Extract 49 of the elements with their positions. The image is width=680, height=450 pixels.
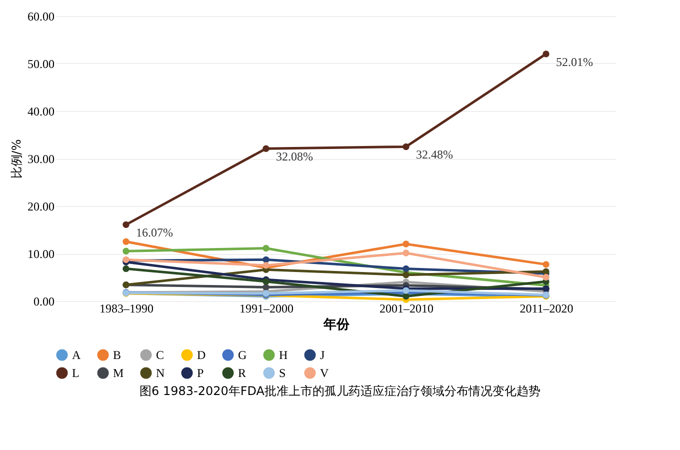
point: [542, 274, 550, 281]
data-label: 52.01%: [556, 54, 593, 69]
legend-label: A: [72, 348, 81, 362]
y-axis-title: 比例/%: [10, 139, 24, 179]
y-tick-label: 20.00: [28, 200, 54, 214]
legend-label: P: [197, 366, 204, 380]
legend-label: H: [279, 348, 288, 362]
x-tick-label: 2001–2010: [380, 302, 434, 316]
x-tick-label: 2011–2020: [520, 302, 574, 316]
point: [122, 248, 130, 254]
legend-label: M: [113, 366, 124, 380]
point: [402, 143, 410, 150]
point: [262, 262, 270, 269]
point: [542, 261, 550, 268]
x-tick-label: 1983–1990: [100, 302, 154, 316]
legend-label: C: [156, 348, 164, 362]
point: [262, 244, 270, 252]
point: [542, 50, 550, 58]
legend-label: D: [197, 348, 206, 362]
legend-label: S: [279, 366, 286, 380]
y-tick-label: 30.00: [28, 152, 54, 166]
point: [402, 272, 410, 278]
y-tick-label: 60.00: [28, 10, 54, 24]
legend-label: V: [320, 366, 329, 380]
point: [262, 256, 270, 264]
point: [402, 240, 410, 248]
point: [262, 145, 270, 152]
data-label: 32.48%: [416, 148, 453, 162]
caption: 图6 1983-2020年FDA批准上市的孤儿药适应症治疗领域分布情况变化趋势: [138, 383, 542, 400]
y-tick-label: 0.00: [34, 294, 54, 308]
data-label: 32.08%: [276, 150, 313, 164]
data-label: 16.07%: [136, 226, 173, 240]
legend-label: N: [156, 366, 165, 380]
y-tick-label: 40.00: [28, 104, 54, 118]
point: [402, 265, 410, 272]
point: [122, 221, 130, 228]
point: [402, 250, 410, 256]
x-tick-label: 1991–2000: [240, 302, 294, 316]
legend-label: J: [320, 348, 325, 362]
point: [122, 238, 130, 245]
point: [122, 265, 130, 272]
legend-label: G: [238, 348, 247, 362]
point: [402, 292, 410, 300]
y-tick-label: 10.00: [28, 247, 54, 261]
legend-label: R: [238, 366, 246, 380]
legend-label: L: [72, 366, 80, 380]
y-tick-label: 50.00: [28, 57, 54, 71]
x-axis-title: 年份: [322, 318, 350, 332]
legend-label: B: [113, 348, 122, 362]
